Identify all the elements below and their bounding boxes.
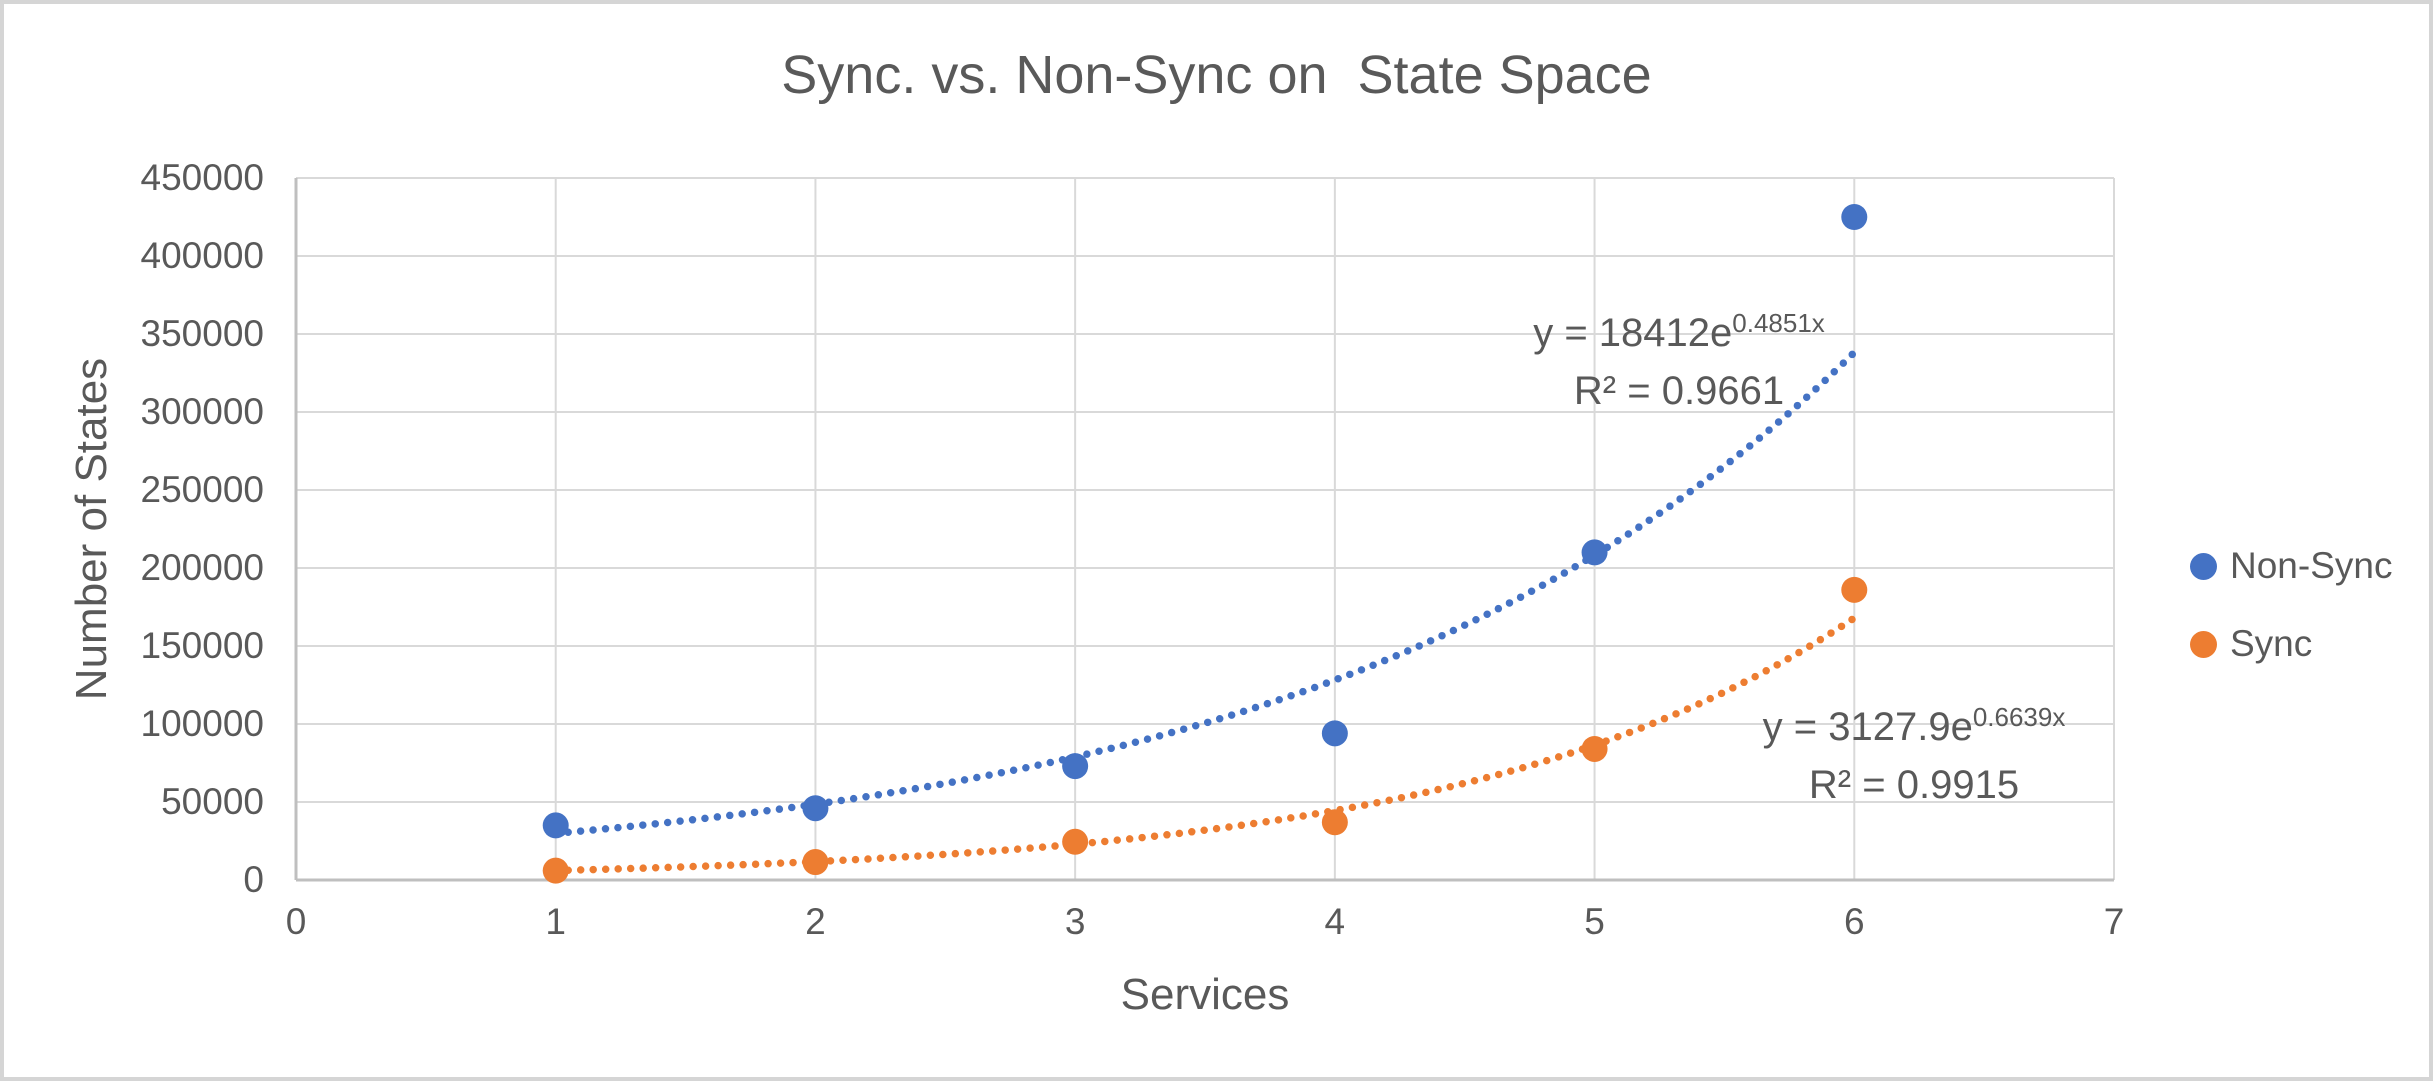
data-point-non-sync: [1062, 753, 1089, 780]
trendline-r-squared-text: R² = 0.9915: [1808, 763, 2020, 807]
chart-title: Sync. vs. Non-Sync on State Space: [781, 45, 1652, 105]
data-point-sync: [1841, 576, 1868, 603]
legend-item-sync: Sync: [2190, 620, 2392, 668]
x-axis-tick-label: 3: [1064, 901, 1086, 942]
y-axis-tick-label: 200000: [140, 547, 264, 588]
data-point-sync: [1321, 809, 1348, 836]
x-axis-tick-label: 0: [285, 901, 307, 942]
trendline-equation-text: y = 3127.9e0.6639x: [1762, 702, 2066, 749]
legend-item-non-sync: Non-Sync: [2190, 542, 2392, 590]
x-axis-tick-label: 2: [805, 901, 826, 942]
y-axis-tick-label: 50000: [161, 781, 264, 822]
data-point-non-sync: [1581, 539, 1608, 566]
legend-label-sync: Sync: [2230, 623, 2313, 664]
y-axis-tick-label: 100000: [140, 703, 264, 744]
trendline-equation-sync: y = 3127.9e0.6639x R² = 0.9915: [1654, 688, 2174, 814]
non-sync-marker-icon: [2190, 552, 2217, 580]
data-point-non-sync: [1841, 204, 1868, 230]
plot-area: [294, 177, 2115, 884]
sync-marker-icon: [2190, 630, 2217, 658]
data-point-non-sync: [542, 812, 569, 839]
y-axis-tick-label: 150000: [140, 625, 264, 666]
y-axis-title: Number of States: [67, 357, 116, 701]
trendline-non-sync: [551, 348, 1859, 838]
data-point-sync: [542, 857, 569, 884]
y-axis-tick-label: 350000: [140, 313, 264, 354]
x-axis-tick-label: 5: [1584, 901, 1605, 942]
x-axis-tick-label: 6: [1843, 901, 1865, 942]
y-axis-tick-label: 450000: [140, 157, 264, 198]
legend-label-non-sync: Non-Sync: [2230, 545, 2393, 586]
x-axis-tick-label: 1: [545, 901, 566, 942]
trendline-equation-non-sync: y = 18412e0.4851x R² = 0.9661: [1419, 294, 1939, 420]
data-point-sync: [1062, 828, 1089, 855]
data-point-non-sync: [802, 795, 829, 822]
data-point-non-sync: [1321, 720, 1348, 747]
trendline-equation-text: y = 18412e0.4851x: [1533, 308, 1825, 355]
data-point-sync: [802, 849, 829, 876]
x-axis-title: Services: [1120, 970, 1290, 1019]
x-axis-tick-label: 7: [2103, 901, 2125, 942]
y-axis-tick-label: 400000: [140, 235, 264, 276]
y-axis-tick-label: 250000: [140, 469, 264, 510]
x-axis-tick-label: 4: [1324, 901, 1346, 942]
y-axis-tick-label: 0: [243, 859, 264, 900]
y-axis-tick-label: 300000: [140, 391, 264, 432]
data-point-sync: [1581, 735, 1608, 762]
trendline-r-squared-text: R² = 0.9661: [1573, 369, 1785, 413]
legend: Non-Sync Sync: [2190, 542, 2392, 698]
trendline-sync: [551, 614, 1859, 875]
